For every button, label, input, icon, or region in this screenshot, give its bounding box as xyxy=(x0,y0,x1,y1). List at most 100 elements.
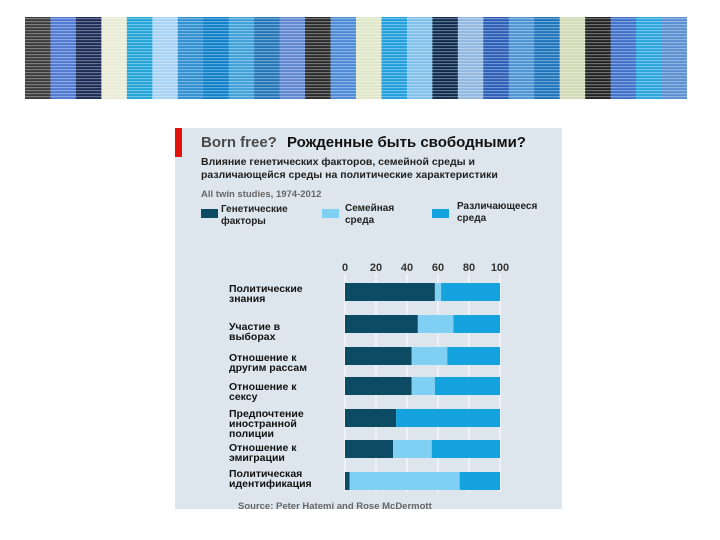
x-tick-label: 40 xyxy=(401,262,413,274)
banner-scanline xyxy=(25,75,687,77)
x-tick-label: 80 xyxy=(463,262,475,274)
chart-plot-area: 0 20 40 60 80 100 xyxy=(342,262,509,492)
bar-segment xyxy=(453,315,500,333)
category-label: Отношение к другим рассам xyxy=(229,352,307,374)
bar-segment xyxy=(434,377,500,395)
bar-segment xyxy=(431,440,500,458)
bar-segment xyxy=(447,347,500,365)
banner-stripe xyxy=(305,17,332,99)
banner-scanline xyxy=(25,48,687,50)
banner-scanline xyxy=(25,24,687,26)
category-label: Предпочтение иностранной полиции xyxy=(229,408,304,440)
bar-segment xyxy=(345,472,350,490)
decorative-banner xyxy=(25,17,687,99)
banner-scanline xyxy=(25,96,687,98)
banner-stripe xyxy=(279,17,306,99)
category-label: Политическая идентификация xyxy=(229,468,312,490)
legend-swatch-different xyxy=(432,209,449,218)
x-tick-label: 60 xyxy=(432,262,444,274)
chart-title-en: Born free? xyxy=(201,134,277,151)
chart-source: Source: Peter Hatemi and Rose McDermott xyxy=(238,501,432,509)
banner-scanline xyxy=(25,27,687,29)
banner-stripe xyxy=(254,17,281,99)
banner-stripe xyxy=(126,17,153,99)
bar-segment xyxy=(441,283,500,301)
category-label: Участие в выборах xyxy=(229,321,281,343)
banner-stripe xyxy=(406,17,433,99)
banner-scanline xyxy=(25,84,687,86)
banner-scanline xyxy=(25,51,687,53)
x-tick-label: 20 xyxy=(370,262,382,274)
banner-stripe xyxy=(75,17,102,99)
legend-swatch-family xyxy=(322,209,339,218)
banner-scanline xyxy=(25,42,687,44)
bar-segment xyxy=(417,315,454,333)
category-label: Отношение к эмиграции xyxy=(229,442,297,464)
banner-stripe xyxy=(636,17,663,99)
chart-subtitle: Влияние генетических факторов, семейной … xyxy=(201,156,498,181)
category-label: Отношение к сексу xyxy=(229,381,297,403)
banner-scanline xyxy=(25,63,687,65)
banner-stripe xyxy=(457,17,484,99)
bar-segment xyxy=(393,440,432,458)
banner-stripe xyxy=(228,17,255,99)
banner-scanline xyxy=(25,21,687,23)
chart-panel: Born free? Рожденные быть свободными? Вл… xyxy=(175,128,562,509)
banner-scanline xyxy=(25,78,687,80)
banner-scanline xyxy=(25,69,687,71)
banner-scanline xyxy=(25,39,687,41)
bar-segment xyxy=(345,377,412,395)
legend-label-family: Семейная среда xyxy=(345,203,395,226)
banner-stripe xyxy=(381,17,408,99)
banner-scanline xyxy=(25,60,687,62)
bar-segment xyxy=(396,409,500,427)
banner-scanline xyxy=(25,36,687,38)
banner-scanline xyxy=(25,54,687,56)
chart-note: All twin studies, 1974-2012 xyxy=(201,189,322,200)
chart-title-ru: Рожденные быть свободными? xyxy=(287,134,526,151)
bar-segment xyxy=(459,472,500,490)
bar-segment xyxy=(349,472,460,490)
banner-scanline xyxy=(25,90,687,92)
bar-segment xyxy=(345,315,418,333)
banner-scanline xyxy=(25,45,687,47)
banner-stripe xyxy=(25,17,52,99)
bar-segment xyxy=(345,440,394,458)
banner-scanline xyxy=(25,81,687,83)
accent-bar xyxy=(175,128,182,157)
bar-segment xyxy=(345,409,397,427)
legend-label-different: Различающееся среда xyxy=(457,201,538,224)
banner-stripe xyxy=(534,17,561,99)
category-label: Политические знания xyxy=(229,283,303,305)
x-tick-label: 0 xyxy=(342,262,348,274)
banner-stripe xyxy=(330,17,357,99)
banner-stripe xyxy=(559,17,586,99)
bar-segment xyxy=(345,347,412,365)
legend-label-genetic: Генетические факторы xyxy=(221,204,288,227)
banner-stripe xyxy=(483,17,510,99)
banner-scanline xyxy=(25,72,687,74)
banner-stripe xyxy=(101,17,128,99)
banner-stripe xyxy=(177,17,204,99)
banner-scanline xyxy=(25,18,687,20)
bar-segment xyxy=(411,347,448,365)
banner-stripe xyxy=(508,17,535,99)
banner-scanline xyxy=(25,57,687,59)
banner-stripe xyxy=(152,17,179,99)
bar-segment xyxy=(434,283,442,301)
banner-stripe xyxy=(432,17,459,99)
bar-segment xyxy=(411,377,435,395)
banner-scanline xyxy=(25,87,687,89)
banner-stripe xyxy=(661,17,687,99)
x-tick-label: 100 xyxy=(491,262,509,274)
banner-stripe xyxy=(585,17,612,99)
banner-scanline xyxy=(25,33,687,35)
bar-segment xyxy=(345,283,435,301)
banner-scanline xyxy=(25,30,687,32)
banner-stripe xyxy=(50,17,77,99)
banner-scanline xyxy=(25,66,687,68)
banner-stripe xyxy=(203,17,230,99)
banner-scanline xyxy=(25,93,687,95)
legend-swatch-genetic xyxy=(201,209,218,218)
banner-stripe xyxy=(356,17,383,99)
